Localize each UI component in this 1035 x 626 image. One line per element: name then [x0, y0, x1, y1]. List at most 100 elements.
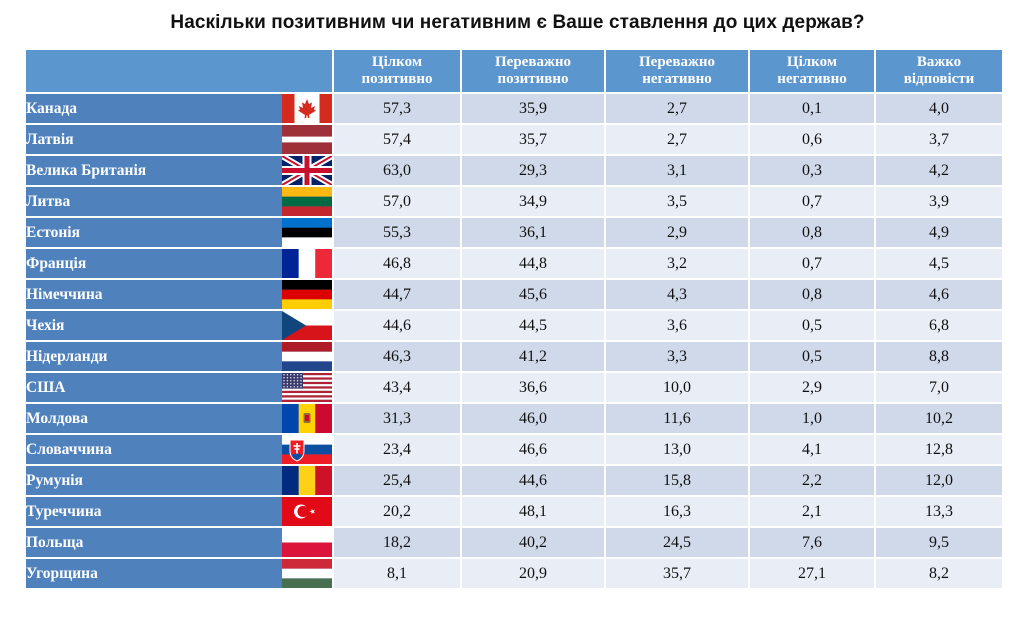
- value-cell: 2,2: [748, 464, 876, 497]
- canada-flag-icon: [282, 94, 332, 123]
- value-cell: 43,4: [332, 371, 462, 404]
- value-cell: 3,7: [874, 123, 1004, 156]
- table-row: Румунія 25,4 44,6 15,8 2,2 12,0: [24, 464, 1004, 497]
- table-row: Франція 46,8 44,8 3,2 0,7 4,5: [24, 247, 1004, 280]
- value-cell: 31,3: [332, 402, 462, 435]
- table-row: Туреччина 20,2 48,1 16,3 2,1 13,3: [24, 495, 1004, 528]
- value-cell: 40,2: [460, 526, 606, 559]
- table-row: Нідерланди 46,3 41,2 3,3 0,5 8,8: [24, 340, 1004, 373]
- value-cell: 45,6: [460, 278, 606, 311]
- country-name: Угорщина: [26, 564, 98, 582]
- country-name: Молдова: [26, 409, 88, 427]
- value-cell: 57,4: [332, 123, 462, 156]
- column-header-line: позитивно: [497, 71, 569, 87]
- value-cell: 2,7: [604, 123, 750, 156]
- country-cell: США: [24, 371, 334, 404]
- value-cell: 2,9: [604, 216, 750, 249]
- value-cell: 20,2: [332, 495, 462, 528]
- country-cell: Чехія: [24, 309, 334, 342]
- germany-flag-icon: [282, 280, 332, 309]
- table-body: Канада 57,3 35,9 2,7 0,1 4,0 Латвія 57,4 35,7 2,7…: [24, 92, 1004, 590]
- value-cell: 41,2: [460, 340, 606, 373]
- value-cell: 8,8: [874, 340, 1004, 373]
- value-cell: 57,0: [332, 185, 462, 218]
- value-cell: 36,6: [460, 371, 606, 404]
- value-cell: 3,5: [604, 185, 750, 218]
- value-cell: 18,2: [332, 526, 462, 559]
- country-name: Франція: [26, 254, 87, 272]
- value-cell: 46,6: [460, 433, 606, 466]
- value-cell: 46,0: [460, 402, 606, 435]
- table-row: Угорщина 8,1 20,9 35,7 27,1 8,2: [24, 557, 1004, 590]
- column-header: Важко відповісти: [874, 48, 1004, 94]
- value-cell: 0,8: [748, 278, 876, 311]
- value-cell: 9,5: [874, 526, 1004, 559]
- value-cell: 63,0: [332, 154, 462, 187]
- country-cell: Франція: [24, 247, 334, 280]
- country-cell: Канада: [24, 92, 334, 125]
- value-cell: 29,3: [460, 154, 606, 187]
- country-name: Румунія: [26, 471, 83, 489]
- attitudes-table: Цілком позитивно Переважно позитивно Переваж…: [24, 48, 1004, 590]
- value-cell: 4,6: [874, 278, 1004, 311]
- value-cell: 35,7: [604, 557, 750, 590]
- value-cell: 4,3: [604, 278, 750, 311]
- table-row: США 43,4 36,6 10,0 2,9 7,0: [24, 371, 1004, 404]
- column-header-line: негативно: [777, 71, 847, 87]
- value-cell: 3,9: [874, 185, 1004, 218]
- country-name: Туреччина: [26, 502, 102, 520]
- country-name: Латвія: [26, 130, 74, 148]
- value-cell: 3,3: [604, 340, 750, 373]
- value-cell: 4,0: [874, 92, 1004, 125]
- column-header: Цілком позитивно: [332, 48, 462, 94]
- lithuania-flag-icon: [282, 187, 332, 216]
- slovakia-flag-icon: [282, 435, 332, 464]
- value-cell: 15,8: [604, 464, 750, 497]
- country-cell: Угорщина: [24, 557, 334, 590]
- country-cell: Латвія: [24, 123, 334, 156]
- france-flag-icon: [282, 249, 332, 278]
- value-cell: 2,1: [748, 495, 876, 528]
- column-header-line: відповісти: [903, 71, 975, 87]
- uk-flag-icon: [282, 156, 332, 185]
- value-cell: 7,6: [748, 526, 876, 559]
- country-name: Велика Британія: [26, 161, 147, 179]
- country-name: Литва: [26, 192, 71, 210]
- column-header-line: Переважно: [495, 54, 571, 70]
- value-cell: 44,8: [460, 247, 606, 280]
- country-cell: Польща: [24, 526, 334, 559]
- country-cell: Молдова: [24, 402, 334, 435]
- value-cell: 4,1: [748, 433, 876, 466]
- table-row: Литва 57,0 34,9 3,5 0,7 3,9: [24, 185, 1004, 218]
- value-cell: 24,5: [604, 526, 750, 559]
- value-cell: 34,9: [460, 185, 606, 218]
- value-cell: 3,1: [604, 154, 750, 187]
- value-cell: 12,8: [874, 433, 1004, 466]
- country-name: Канада: [26, 99, 78, 117]
- country-cell: Велика Британія: [24, 154, 334, 187]
- value-cell: 3,6: [604, 309, 750, 342]
- table-row: Молдова 31,3 46,0 11,6 1,0 10,2: [24, 402, 1004, 435]
- value-cell: 0,7: [748, 185, 876, 218]
- page-title: Наскільки позитивним чи негативним є Ваш…: [170, 12, 865, 33]
- value-cell: 23,4: [332, 433, 462, 466]
- value-cell: 0,3: [748, 154, 876, 187]
- country-name: Чехія: [26, 316, 65, 334]
- value-cell: 55,3: [332, 216, 462, 249]
- column-header-line: Переважно: [639, 54, 715, 70]
- country-cell: Туреччина: [24, 495, 334, 528]
- country-cell: Нідерланди: [24, 340, 334, 373]
- value-cell: 11,6: [604, 402, 750, 435]
- value-cell: 57,3: [332, 92, 462, 125]
- usa-flag-icon: [282, 373, 332, 402]
- romania-flag-icon: [282, 466, 332, 495]
- value-cell: 46,8: [332, 247, 462, 280]
- country-cell: Литва: [24, 185, 334, 218]
- value-cell: 44,6: [460, 464, 606, 497]
- column-header: Цілком негативно: [748, 48, 876, 94]
- value-cell: 0,6: [748, 123, 876, 156]
- country-cell: Естонія: [24, 216, 334, 249]
- country-name: Нідерланди: [26, 347, 108, 365]
- country-cell: Німеччина: [24, 278, 334, 311]
- country-name: США: [26, 378, 66, 396]
